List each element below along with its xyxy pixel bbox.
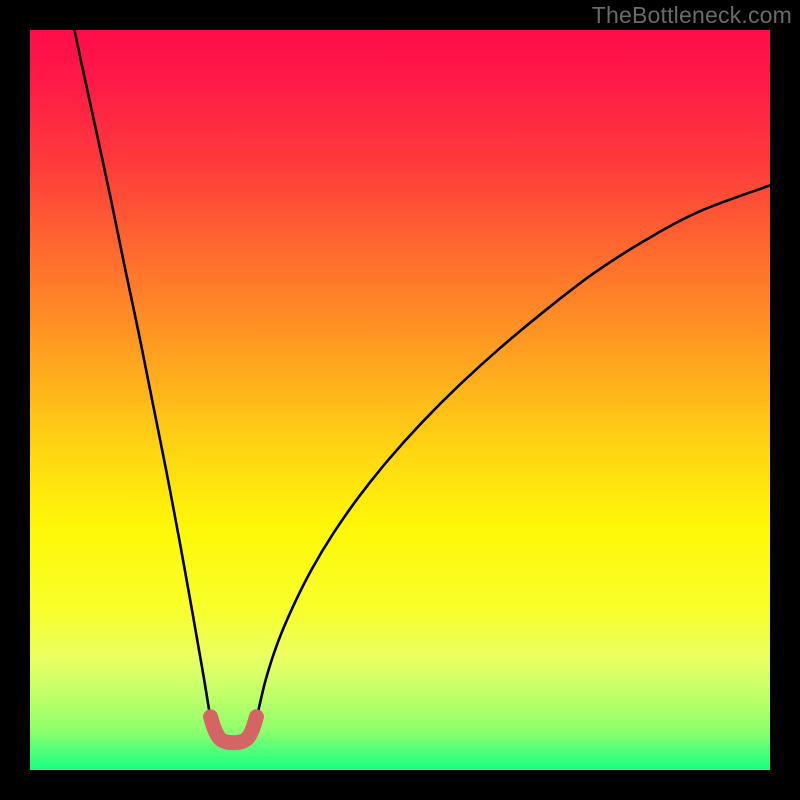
watermark-label: TheBottleneck.com — [592, 2, 792, 29]
knee-highlight — [211, 717, 257, 743]
bottleneck-curve — [74, 30, 770, 743]
plot-area — [30, 30, 770, 770]
chart-frame: TheBottleneck.com — [0, 0, 800, 800]
curve-layer — [30, 30, 770, 770]
